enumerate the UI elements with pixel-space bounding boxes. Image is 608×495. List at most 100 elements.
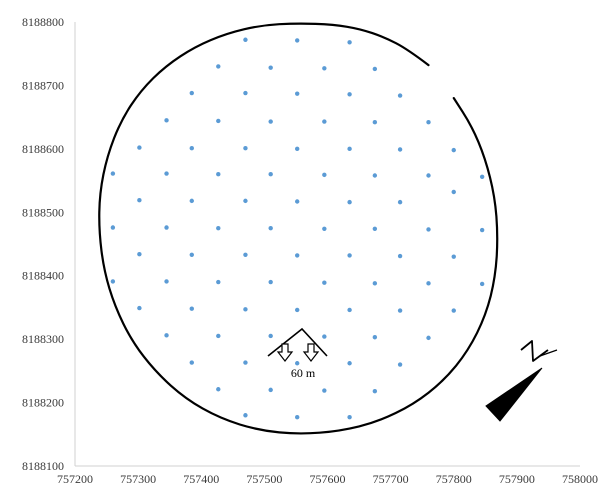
- data-point: [479, 174, 485, 179]
- data-point: [243, 146, 248, 151]
- annotation-layer: 60 m: [267, 327, 328, 380]
- distance-marker-peak: [267, 327, 328, 357]
- data-point: [295, 361, 300, 366]
- data-point: [451, 254, 456, 259]
- data-point: [451, 189, 456, 195]
- x-tick-label: 757800: [436, 472, 472, 486]
- data-point: [189, 90, 194, 96]
- x-tick-label: 757200: [57, 472, 93, 486]
- data-point: [164, 118, 169, 123]
- data-point: [137, 198, 142, 203]
- data-point: [451, 308, 456, 313]
- outline-layer: [98, 22, 499, 435]
- points-layer: [110, 37, 485, 420]
- data-point: [268, 387, 273, 393]
- data-point: [216, 387, 221, 392]
- y-tick-label: 8188300: [22, 332, 64, 346]
- north-letter-mark: [520, 340, 549, 362]
- data-point: [347, 361, 352, 366]
- data-point: [137, 145, 142, 150]
- data-point: [372, 66, 378, 72]
- data-point: [372, 335, 378, 340]
- data-point: [295, 38, 300, 43]
- data-point: [268, 172, 273, 177]
- data-point: [347, 146, 352, 152]
- data-point: [397, 308, 403, 313]
- data-point: [479, 227, 485, 233]
- x-tick-label: 757900: [499, 472, 535, 486]
- data-point: [372, 226, 378, 231]
- data-point: [110, 279, 116, 284]
- data-point: [189, 306, 194, 311]
- data-point: [426, 335, 431, 341]
- data-point: [295, 307, 300, 313]
- north-tick-mark: [539, 349, 558, 357]
- data-point: [243, 360, 248, 365]
- data-point: [164, 279, 169, 284]
- data-point: [164, 171, 169, 176]
- data-point: [268, 65, 273, 70]
- north-arrow-head: [485, 367, 543, 422]
- data-point: [322, 388, 327, 393]
- y-tick-label: 8188500: [22, 205, 64, 219]
- north-arrow-icon: [485, 340, 558, 422]
- data-point: [347, 92, 352, 97]
- data-point: [243, 90, 248, 96]
- data-point: [243, 307, 248, 312]
- data-point: [189, 360, 194, 365]
- x-tick-label: 757700: [373, 472, 409, 486]
- y-tick-label: 8188400: [22, 269, 64, 283]
- y-tick-label: 8188100: [22, 459, 64, 473]
- x-tick-label: 758000: [562, 472, 598, 486]
- data-point: [295, 414, 300, 420]
- data-point: [397, 362, 403, 367]
- y-tick-label: 8188700: [22, 78, 64, 92]
- data-point: [268, 279, 273, 285]
- data-point: [347, 307, 352, 313]
- y-tick-label: 8188600: [22, 142, 64, 156]
- data-point: [137, 305, 142, 311]
- data-point: [322, 172, 327, 178]
- data-point: [268, 333, 273, 339]
- data-point: [243, 252, 248, 257]
- data-point: [110, 225, 116, 230]
- x-tick-label: 757400: [183, 472, 219, 486]
- data-point: [426, 227, 431, 232]
- data-point: [216, 172, 221, 177]
- data-point: [322, 226, 327, 231]
- data-point: [347, 199, 352, 205]
- data-point: [397, 199, 403, 205]
- data-point: [397, 147, 403, 152]
- data-point: [426, 173, 431, 178]
- data-point: [164, 333, 169, 338]
- x-tick-label: 757600: [310, 472, 346, 486]
- data-point: [216, 333, 221, 339]
- data-point: [372, 120, 378, 125]
- data-point: [372, 173, 378, 178]
- data-point: [243, 37, 248, 42]
- down-arrow-icon: [302, 343, 320, 362]
- x-tick-label: 757500: [246, 472, 282, 486]
- data-point: [189, 198, 194, 204]
- y-tick-label: 8188200: [22, 396, 64, 410]
- data-point: [243, 413, 248, 418]
- x-tick-label: 757300: [120, 472, 156, 486]
- data-point: [295, 199, 300, 204]
- data-point: [164, 225, 169, 230]
- data-point: [426, 281, 431, 286]
- data-point: [243, 198, 248, 204]
- data-point: [295, 146, 300, 152]
- data-point: [347, 414, 352, 420]
- data-point: [322, 280, 327, 285]
- data-point: [372, 281, 378, 286]
- data-point: [322, 334, 327, 339]
- data-point: [110, 171, 116, 176]
- data-point: [268, 225, 273, 231]
- data-point: [189, 252, 194, 257]
- boundary-outline: [98, 22, 499, 435]
- data-point: [479, 281, 485, 287]
- data-point: [137, 251, 142, 257]
- y-tick-label: 8188800: [22, 15, 64, 29]
